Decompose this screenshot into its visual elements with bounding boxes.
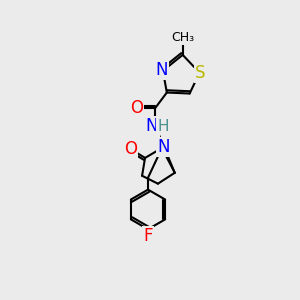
Text: O: O (130, 99, 142, 117)
Text: N: N (156, 61, 168, 79)
Text: H: H (157, 119, 169, 134)
Text: CH₃: CH₃ (171, 31, 194, 44)
Text: N: N (158, 138, 170, 156)
Text: S: S (195, 64, 206, 82)
Text: N: N (146, 117, 158, 135)
Text: O: O (124, 140, 137, 158)
Text: F: F (143, 227, 153, 245)
